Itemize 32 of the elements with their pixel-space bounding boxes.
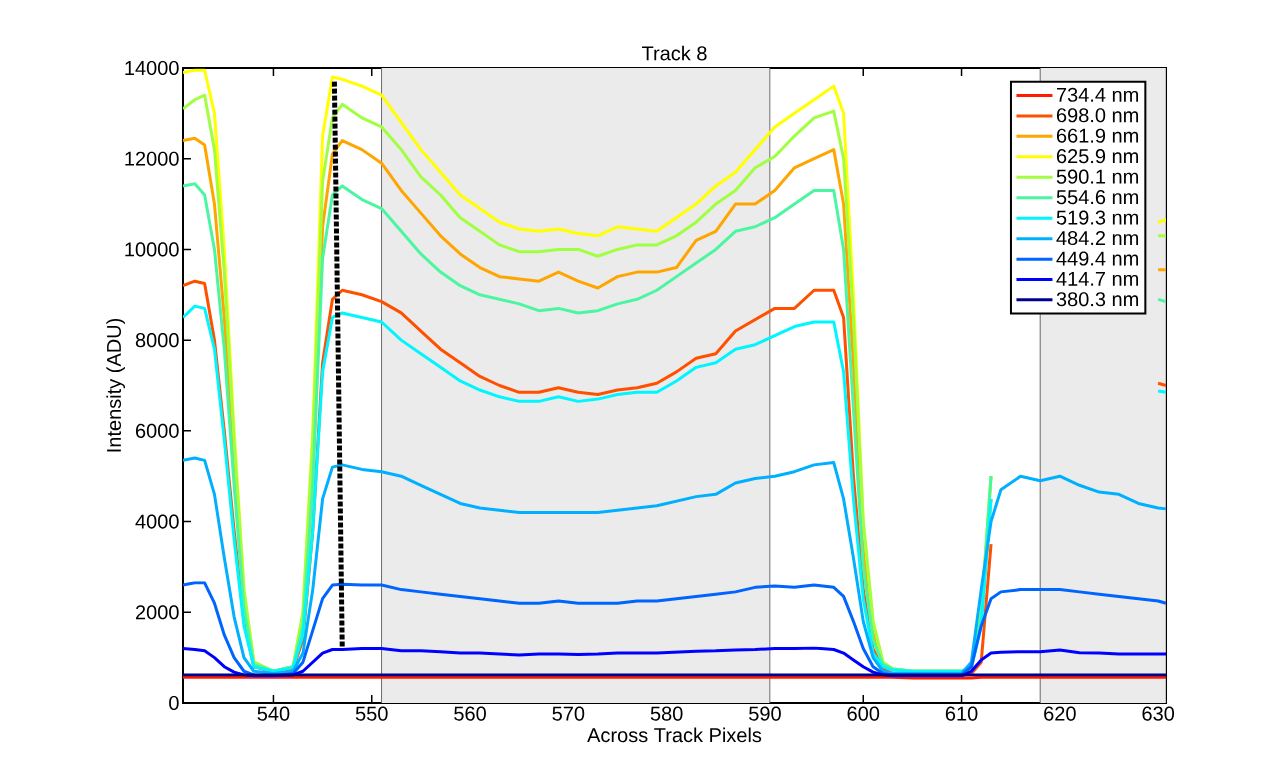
legend-label: 625.9 nm <box>1056 149 1138 164</box>
x-axis-title: Across Track Pixels <box>587 727 762 743</box>
legend-label: 414.7 nm <box>1056 271 1138 286</box>
y-tick-label: 12000 <box>125 151 179 166</box>
legend-label: 590.1 nm <box>1056 169 1138 184</box>
legend-label: 661.9 nm <box>1056 128 1138 143</box>
x-tick-label: 550 <box>355 706 388 721</box>
x-tick-label: 570 <box>552 706 585 721</box>
x-tick-label: 620 <box>1044 706 1076 721</box>
y-tick-label: 8000 <box>135 333 179 348</box>
x-tick-label: 590 <box>749 706 781 721</box>
y-tick-label: 6000 <box>136 423 179 438</box>
legend-label: 519.3 nm <box>1056 210 1138 225</box>
chart-title: Track 8 <box>641 45 707 61</box>
x-tick-label: 540 <box>257 706 290 721</box>
x-tick-label: 580 <box>650 706 683 721</box>
legend-label: 380.3 nm <box>1056 292 1138 307</box>
legend-label: 554.6 nm <box>1056 190 1138 205</box>
y-tick-label: 4000 <box>135 514 179 529</box>
legend-label: 484.2 nm <box>1056 230 1138 246</box>
x-tick-label: 630 <box>1142 706 1175 721</box>
y-axis-title: Intensity (ADU) <box>106 318 125 452</box>
x-tick-label: 610 <box>945 706 978 721</box>
y-tick-label: 0 <box>169 695 179 711</box>
y-tick-label: 10000 <box>125 242 179 257</box>
y-tick-label: 2000 <box>135 605 179 620</box>
y-tick-label: 14000 <box>125 60 179 76</box>
x-tick-label: 560 <box>454 706 486 721</box>
x-tick-label: 600 <box>847 706 880 721</box>
legend-label: 698.0 nm <box>1056 108 1138 123</box>
legend-label: 734.4 nm <box>1056 87 1138 102</box>
legend-label: 449.4 nm <box>1056 251 1138 266</box>
